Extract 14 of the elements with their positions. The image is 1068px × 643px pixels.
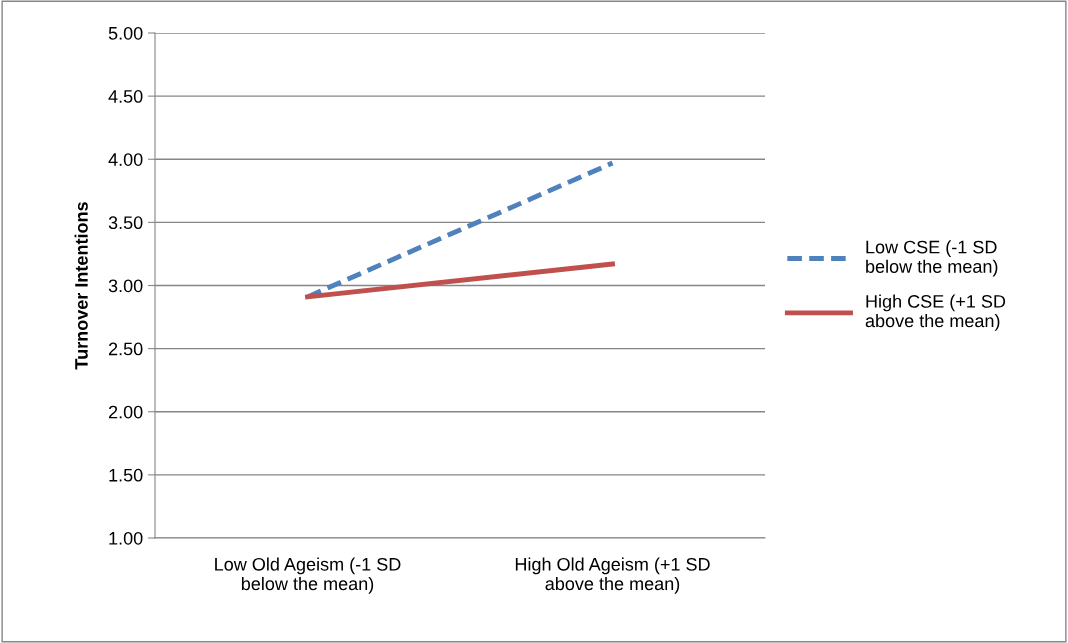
y-tick-label: 3.50 (108, 216, 143, 230)
y-tick-label: 4.50 (108, 90, 143, 103)
y-tick-label: 4.00 (108, 153, 143, 166)
x-tick-label: Low Old Ageism (-1 SD below the mean) (215, 557, 401, 594)
y-tick-label: 2.00 (108, 405, 143, 419)
legend-label: High CSE (+1 SD above the mean) (865, 294, 1006, 331)
legend-label: Low CSE (-1 SD below the mean) (866, 240, 998, 277)
y-tick-label: 3.00 (108, 279, 143, 293)
y-tick-label: 1.50 (109, 468, 143, 482)
y-tick-label: 2.50 (108, 342, 143, 356)
y-tick-label: 5.00 (108, 26, 143, 40)
x-tick-label: High Old Ageism (+1 SD above the mean) (515, 557, 710, 594)
y-tick-label: 1.00 (109, 531, 143, 545)
y-axis-title: Turnover Intentions (74, 202, 88, 370)
